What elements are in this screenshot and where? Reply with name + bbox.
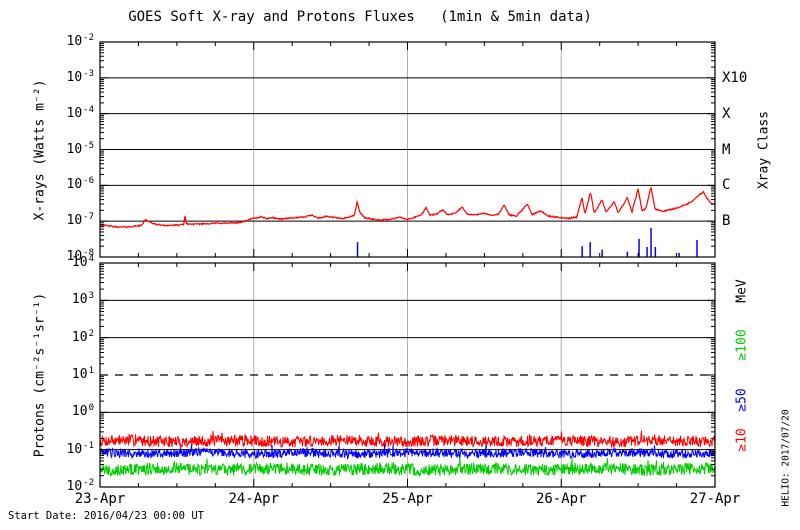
protons-ge100mev	[100, 456, 715, 478]
xray-class-c-label: C	[722, 177, 731, 194]
y-tick-label: 100	[71, 403, 94, 420]
x-tick-label: 26-Apr	[535, 491, 587, 507]
x-tick-label: 24-Apr	[228, 491, 280, 507]
xray-class-x-label: X	[722, 105, 731, 122]
y-tick-label: 10-2	[66, 478, 95, 494]
y-tick-label: 102	[71, 328, 94, 345]
protons-ge10mev-label: ≥10	[734, 428, 750, 452]
y-tick-label: 104	[71, 254, 94, 270]
xray-class-m-label: M	[722, 141, 731, 158]
xray-panel	[99, 41, 716, 258]
y-tick-label: 10-7	[66, 212, 95, 229]
protons-panel	[99, 262, 716, 488]
plot-title: GOES Soft X-ray and Protons Fluxes (1min…	[128, 9, 592, 25]
y-tick-label: 101	[71, 366, 94, 382]
y-tick-label: 10-5	[66, 140, 95, 157]
xray-short-bursts	[356, 227, 698, 257]
y-tick-label: 10-4	[66, 104, 95, 121]
x-tick-label: 25-Apr	[382, 491, 433, 507]
y-tick-label: 10-6	[66, 176, 95, 193]
y-tick-label: 10-1	[66, 440, 95, 457]
credit-stamp: HELIO: 2017/07/20	[780, 409, 792, 507]
protons-ge100mev-label: ≥100	[734, 329, 750, 361]
xray-long-flux	[100, 186, 715, 229]
y-tick-label: 10-8	[66, 248, 95, 264]
protons-ge50mev	[100, 444, 715, 460]
y-tick-label: 10-3	[66, 68, 95, 85]
start-date-label: Start Date: 2016/04/23 00:00 UT	[8, 510, 204, 522]
protons-ge50mev-label: ≥50	[734, 388, 750, 412]
xray-class-x10-label: X10	[722, 69, 748, 86]
xray-class-axis-label: Xray Class	[756, 110, 772, 190]
x-tick-label: 23-Apr	[74, 491, 126, 507]
protons-ge10mev	[100, 430, 715, 449]
x-tick-label: 27-Apr	[689, 491, 741, 507]
y-tick-label: 10-2	[66, 33, 95, 49]
y-tick-label: 103	[71, 291, 94, 308]
mev-axis-label: MeV	[734, 279, 750, 303]
xray-class-b-label: B	[722, 213, 731, 230]
